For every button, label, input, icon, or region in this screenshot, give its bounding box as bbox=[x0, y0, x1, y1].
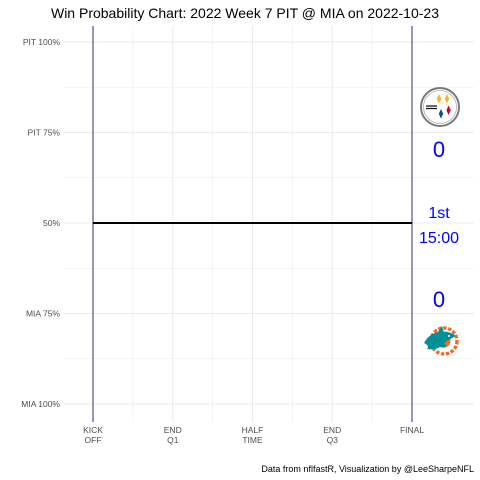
y-tick-label: MIA 75% bbox=[26, 309, 60, 319]
steelers-logo bbox=[420, 87, 460, 127]
quarter-label: 1st bbox=[428, 205, 450, 222]
x-tick-label: END Q1 bbox=[164, 425, 182, 445]
x-tick-label: FINAL bbox=[400, 425, 424, 435]
y-tick-label: 50% bbox=[43, 218, 60, 228]
x-tick-label: END Q3 bbox=[323, 425, 341, 445]
chart-title: Win Probability Chart: 2022 Week 7 PIT @… bbox=[51, 5, 439, 21]
x-tick-label: HALF TIME bbox=[242, 425, 264, 445]
y-tick-label: PIT 75% bbox=[28, 128, 61, 138]
y-tick-label: MIA 100% bbox=[21, 399, 60, 409]
game-clock: 15:00 bbox=[419, 230, 459, 247]
chart-caption: Data from nflfastR, Visualization by @Le… bbox=[261, 464, 474, 474]
y-tick-label: PIT 100% bbox=[23, 37, 61, 47]
away-score: 0 bbox=[433, 137, 445, 162]
y-axis-ticks: PIT 100% PIT 75% 50% MIA 75% MIA 100% bbox=[21, 37, 60, 409]
home-score: 0 bbox=[433, 287, 445, 312]
x-axis-ticks: KICK OFF END Q1 HALF TIME END Q3 FINAL bbox=[83, 425, 424, 445]
x-tick-label: KICK OFF bbox=[83, 425, 103, 445]
dolphins-logo bbox=[424, 326, 459, 356]
